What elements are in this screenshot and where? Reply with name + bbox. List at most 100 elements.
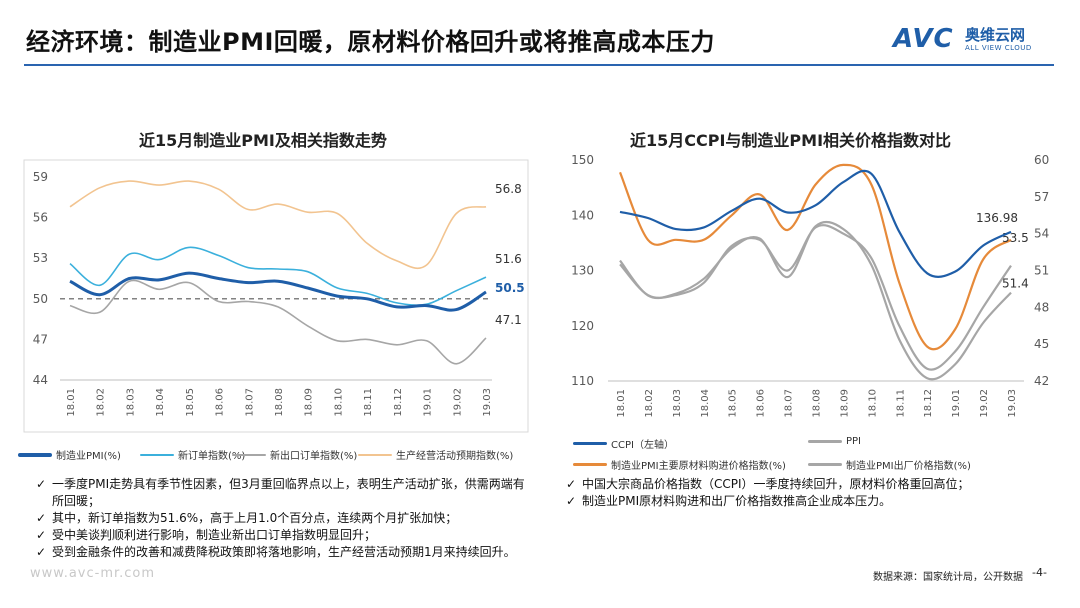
legend-swatch [573, 442, 607, 445]
right-chart: 110 120 130 140 150 42 45 48 51 54 57 60 18.01 18.02 1… [571, 153, 1049, 418]
legend-label: 新订单指数(%) [178, 451, 246, 462]
y-right-tick-label: 57 [1034, 190, 1049, 204]
check-icon: ✓ [36, 545, 47, 559]
note-text: 受中美谈判顺利进行影响，制造业新出口订单指数明显回升； [52, 528, 377, 542]
note-item: ✓ 中国大宗商品价格指数（CCPI）一季度持续回升，原材料价格重回高位； [566, 476, 1046, 493]
left-notes: ✓ 一季度PMI走势具有季节性因素，但3月重回临界点以上，表明生产活动扩张，供需两… [36, 476, 534, 561]
watermark: www.avc-mr.com [30, 566, 156, 581]
legend-item-pmi: 制造业PMI(%) [18, 447, 121, 462]
end-label-0: 136.98 [976, 211, 1018, 225]
end-label-1: 51.6 [495, 252, 522, 266]
end-label-2: 47.1 [495, 313, 522, 327]
x-tick-label: 19.03 [482, 388, 493, 417]
note-item: ✓ 一季度PMI走势具有季节性因素，但3月重回临界点以上，表明生产活动扩张，供需两… [36, 476, 534, 510]
x-tick-label: 18.02 [644, 389, 655, 418]
legend-item-new-orders: 新订单指数(%) [140, 447, 245, 462]
legend-item-ccpi: CCPI（左轴） [573, 436, 674, 451]
legend-label: 制造业PMI(%) [56, 451, 121, 462]
y-right-tick-label: 54 [1034, 227, 1049, 241]
x-tick-label: 18.10 [867, 389, 878, 418]
end-label-0: 50.5 [495, 281, 525, 295]
check-icon: ✓ [566, 477, 577, 491]
x-tick-label: 18.04 [700, 389, 711, 418]
legend-item-export-orders: 新出口订单指数(%) [232, 447, 357, 462]
x-tick-label: 19.02 [452, 388, 463, 417]
left-chart-frame [23, 159, 529, 433]
logo-en-text: ALL VIEW CLOUD [965, 44, 1032, 52]
y-tick-label: 47 [33, 332, 48, 346]
series-line-0 [619, 169, 1012, 278]
series-line-3 [619, 224, 1012, 371]
x-tick-label: 18.07 [244, 388, 255, 417]
y-tick-label: 56 [33, 211, 48, 225]
end-label-3: 56.8 [495, 182, 522, 196]
y-left-tick-label: 140 [571, 208, 594, 222]
x-tick-label: 19.02 [979, 389, 990, 418]
x-tick-label: 18.11 [363, 388, 374, 417]
brand-logo: AVC 奥维云网 ALL VIEW CLOUD [893, 24, 1058, 58]
end-label-3: 51.4 [1002, 277, 1029, 291]
legend-label: 新出口订单指数(%) [270, 451, 358, 462]
note-text: 制造业PMI原材料购进和出厂价格指数推高企业成本压力。 [582, 494, 892, 508]
y-tick-label: 50 [33, 292, 48, 306]
y-right-tick-label: 42 [1034, 374, 1049, 388]
legend-swatch [232, 453, 266, 456]
x-tick-label: 19.01 [951, 389, 962, 418]
note-item: ✓ 受中美谈判顺利进行影响，制造业新出口订单指数明显回升； [36, 527, 534, 544]
x-tick-label: 18.09 [304, 388, 315, 417]
x-tick-label: 18.10 [333, 388, 344, 417]
x-tick-label: 18.01 [66, 388, 77, 417]
note-text: 一季度PMI走势具有季节性因素，但3月重回临界点以上，表明生产活动扩张，供需两端… [52, 477, 525, 508]
page-number: -4- [1032, 566, 1047, 579]
left-chart: 44 47 50 53 56 59 18.01 18.02 18.03 18.04 18.05 18.… [23, 159, 529, 433]
x-tick-label: 18.05 [185, 388, 196, 417]
x-tick-label: 18.12 [393, 388, 404, 417]
legend-item-raw-material-price: 制造业PMI主要原材料购进价格指数(%) [573, 457, 786, 472]
note-text: 受到金融条件的改善和减费降税政策即将落地影响，生产经营活动预期1月来持续回升。 [52, 545, 516, 559]
y-right-tick-label: 51 [1034, 264, 1049, 278]
x-tick-label: 18.03 [672, 389, 683, 418]
series-line-2 [69, 279, 487, 365]
x-tick-label: 19.03 [1007, 389, 1018, 418]
y-left-tick-label: 110 [571, 374, 594, 388]
header-divider [24, 64, 1054, 66]
x-tick-label: 18.06 [756, 389, 767, 418]
legend-label: 制造业PMI主要原材料购进价格指数(%) [611, 461, 786, 472]
note-item: ✓ 其中，新订单指数为51.6%，高于上月1.0个百分点，连续两个月扩张加快； [36, 510, 534, 527]
legend-swatch [18, 452, 52, 457]
y-right-tick-label: 48 [1034, 300, 1049, 314]
note-item: ✓ 受到金融条件的改善和减费降税政策即将落地影响，生产经营活动预期1月来持续回升。 [36, 544, 534, 561]
y-tick-label: 53 [33, 251, 48, 265]
x-tick-label: 18.08 [274, 388, 285, 417]
legend-label: 制造业PMI出厂价格指数(%) [846, 461, 971, 472]
check-icon: ✓ [566, 494, 577, 508]
series-line-0 [69, 271, 487, 312]
data-source: 数据来源：国家统计局，公开数据 [873, 572, 1023, 583]
left-chart-title: 近15月制造业PMI及相关指数走势 [139, 131, 387, 150]
x-tick-label: 18.06 [215, 388, 226, 417]
y-left-tick-label: 130 [571, 264, 594, 278]
legend-swatch [573, 463, 607, 466]
x-tick-label: 18.07 [784, 389, 795, 418]
x-tick-label: 18.12 [923, 389, 934, 418]
x-tick-label: 18.04 [155, 388, 166, 417]
legend-swatch [140, 453, 174, 456]
logo-avc-text: AVC [893, 24, 954, 54]
y-tick-label: 44 [33, 373, 48, 387]
x-tick-label: 19.01 [423, 388, 434, 417]
legend-swatch [808, 440, 842, 443]
check-icon: ✓ [36, 528, 47, 542]
y-tick-label: 59 [33, 170, 48, 184]
series-line-1 [69, 246, 487, 306]
y-left-tick-label: 120 [571, 319, 594, 333]
y-right-tick-label: 45 [1034, 337, 1049, 351]
logo-cn-text: 奥维云网 [965, 26, 1026, 44]
legend-item-output-price: 制造业PMI出厂价格指数(%) [808, 457, 971, 472]
legend-label: 生产经营活动预期指数(%) [396, 451, 514, 462]
y-right-tick-label: 60 [1034, 153, 1049, 167]
series-line-3 [69, 180, 487, 269]
end-label-2: 53.5 [1002, 231, 1029, 245]
legend-label: CCPI（左轴） [611, 440, 674, 451]
x-tick-label: 18.09 [839, 389, 850, 418]
x-tick-label: 18.03 [125, 388, 136, 417]
